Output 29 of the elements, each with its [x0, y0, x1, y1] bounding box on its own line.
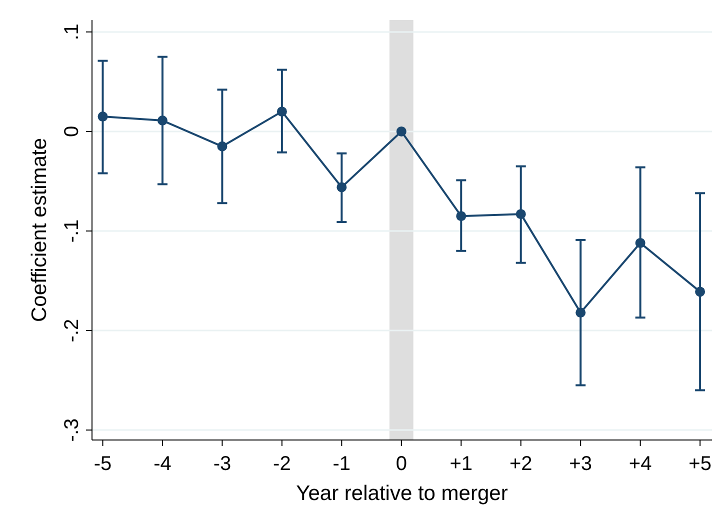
x-tick-label: +3 [569, 453, 592, 475]
x-tick-label: -5 [94, 453, 112, 475]
x-tick-label: -4 [154, 453, 172, 475]
point [516, 209, 526, 220]
x-tick-label: +5 [688, 453, 712, 475]
y-axis-title: Coefficient estimate [28, 138, 51, 322]
x-tick-label: -1 [332, 453, 351, 475]
x-tick-label: +1 [450, 453, 473, 475]
point [157, 116, 168, 126]
x-tick-label: -3 [213, 453, 232, 475]
x-tick-label: -2 [273, 453, 291, 475]
y-tick-label: -.2 [61, 318, 83, 342]
y-tick-label: -.3 [61, 418, 83, 442]
point [635, 238, 646, 248]
y-tick-label: .1 [61, 24, 83, 40]
point [336, 182, 347, 192]
point [98, 112, 108, 122]
x-tick-label: 0 [396, 453, 407, 475]
point [276, 106, 287, 117]
point [217, 141, 228, 152]
x-tick-label: +4 [628, 453, 652, 475]
y-tick-label: 0 [61, 126, 83, 138]
point [695, 286, 706, 297]
y-tick-label: -.1 [61, 219, 83, 243]
x-tick-label: +2 [509, 453, 532, 475]
x-axis-title: Year relative to merger [296, 482, 508, 505]
point [396, 126, 406, 136]
point [456, 211, 466, 222]
point [576, 308, 586, 318]
